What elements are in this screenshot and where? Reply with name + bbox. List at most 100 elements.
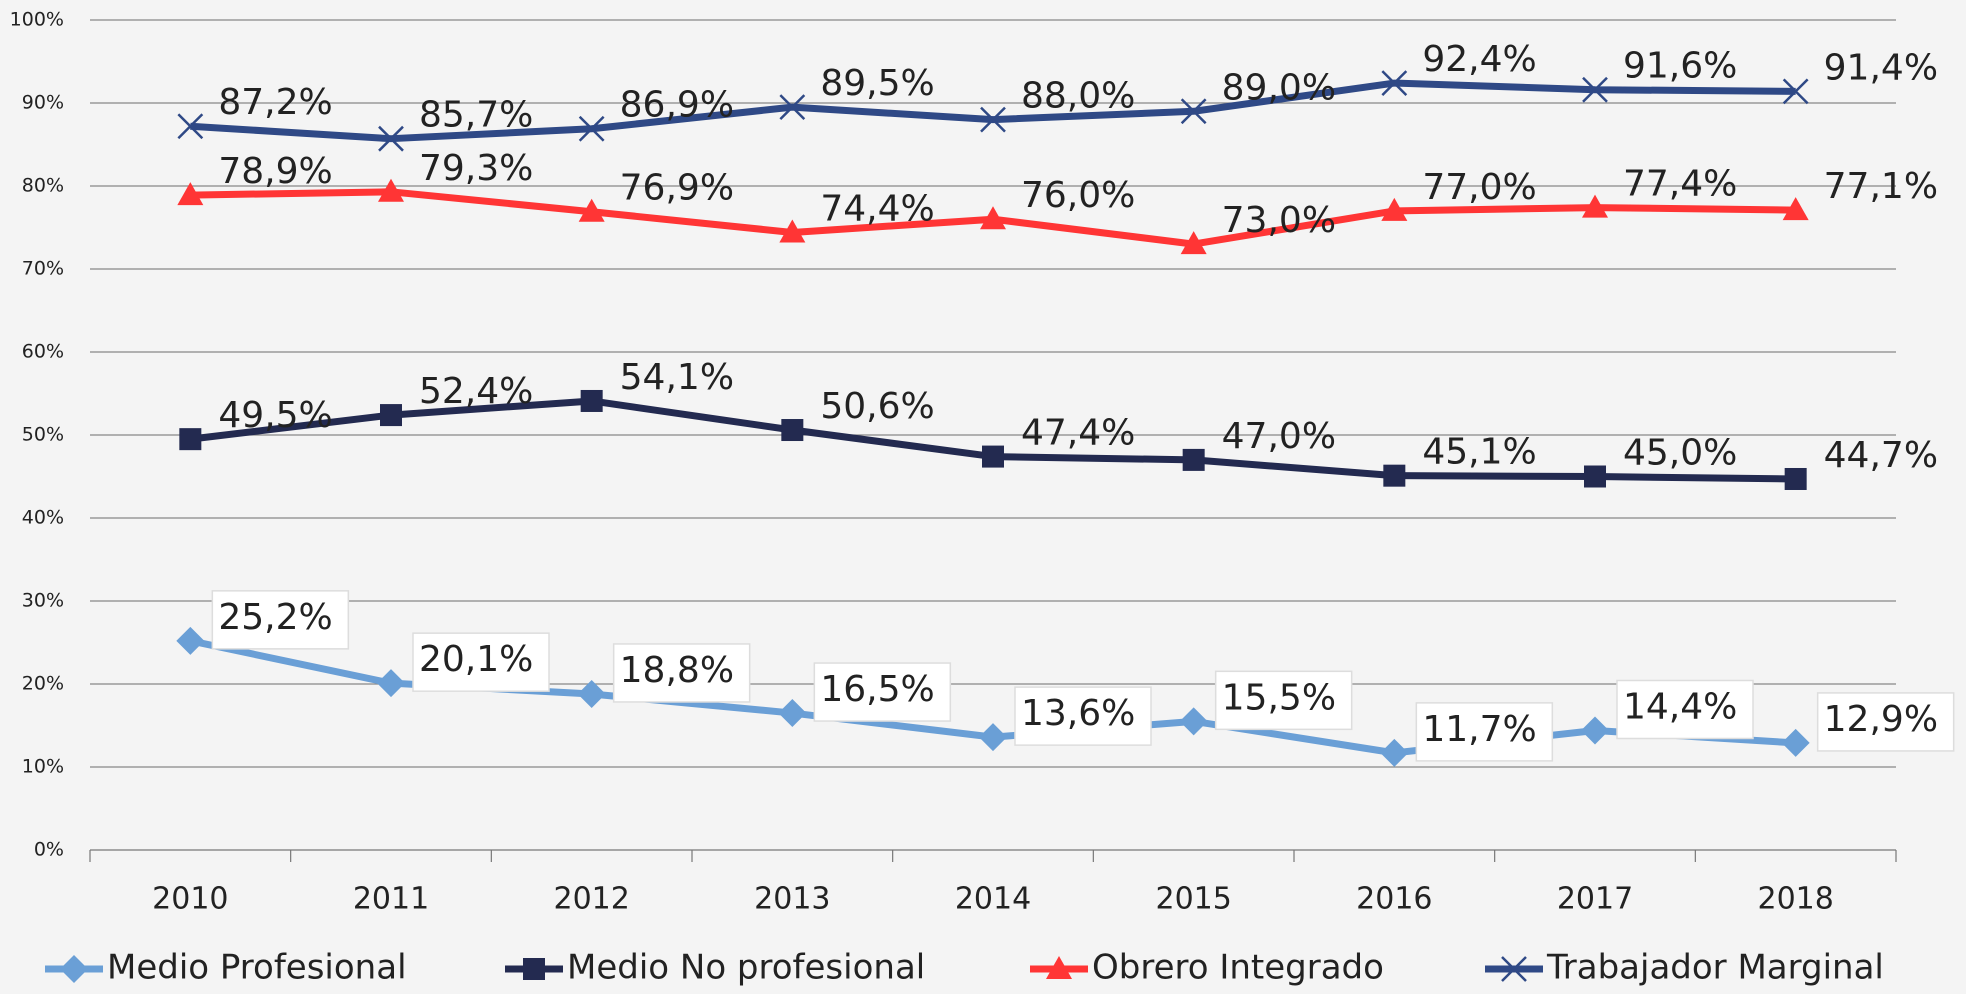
data-label: 50,6%	[820, 386, 934, 427]
data-label-box	[813, 662, 952, 722]
data-label: 77,4%	[1623, 164, 1737, 205]
data-label-box	[1816, 692, 1955, 752]
data-label: 54,1%	[620, 357, 734, 398]
legend-item: Trabajador Marginal	[1485, 948, 1884, 988]
data-label: 11,7%	[1422, 709, 1536, 750]
marker	[781, 419, 804, 442]
marker	[1781, 728, 1810, 757]
data-label-box	[1415, 702, 1554, 762]
marker	[1782, 78, 1809, 105]
data-label: 86,9%	[620, 85, 734, 126]
data-label: 76,9%	[620, 168, 734, 209]
data-label: 16,5%	[820, 669, 934, 710]
legend-item: Obrero Integrado	[1030, 948, 1384, 988]
marker	[1182, 448, 1205, 471]
marker	[378, 178, 404, 202]
legend-item: Medio Profesional	[45, 948, 407, 988]
marker	[1381, 70, 1408, 96]
data-label: 13,6%	[1021, 693, 1135, 734]
marker	[580, 389, 603, 412]
data-label: 89,0%	[1222, 67, 1336, 108]
data-label-box	[412, 632, 550, 692]
x-tick-label: 2014	[955, 882, 1031, 917]
marker	[177, 182, 204, 206]
legend-item: Medio No profesional	[505, 948, 925, 988]
data-label: 15,5%	[1222, 677, 1336, 718]
y-tick-label: 40%	[22, 507, 64, 529]
marker	[179, 428, 202, 451]
data-label: 88,0%	[1021, 76, 1135, 117]
marker	[1501, 956, 1527, 982]
data-label: 74,4%	[820, 188, 934, 229]
data-label: 52,4%	[419, 371, 533, 412]
y-tick-label: 50%	[22, 424, 64, 446]
legend-label: Medio No profesional	[567, 948, 925, 988]
legend-label: Trabajador Marginal	[1546, 948, 1884, 988]
y-tick-label: 20%	[22, 673, 64, 695]
marker	[176, 626, 205, 655]
marker	[578, 198, 605, 222]
data-label: 77,0%	[1422, 167, 1536, 208]
marker	[1381, 197, 1408, 221]
data-label: 44,7%	[1824, 435, 1938, 476]
data-label: 87,2%	[218, 82, 332, 123]
data-label: 76,0%	[1021, 175, 1135, 216]
marker	[1784, 467, 1807, 490]
marker	[1180, 231, 1207, 255]
x-tick-label: 2013	[754, 882, 830, 917]
data-label: 47,4%	[1021, 413, 1135, 454]
marker	[1180, 98, 1207, 125]
data-label: 91,6%	[1623, 46, 1737, 87]
data-label: 14,4%	[1623, 686, 1737, 727]
marker	[1582, 76, 1608, 103]
marker	[380, 404, 402, 427]
data-label: 77,1%	[1824, 166, 1938, 207]
x-tick-label: 2015	[1155, 882, 1231, 917]
marker	[779, 219, 806, 243]
data-label: 78,9%	[218, 151, 332, 192]
marker	[980, 106, 1006, 133]
y-tick-label: 90%	[22, 92, 64, 114]
marker	[980, 206, 1006, 230]
data-label: 89,5%	[820, 63, 934, 104]
y-tick-label: 10%	[22, 756, 64, 778]
data-label: 79,3%	[419, 148, 533, 189]
data-label-box	[211, 590, 350, 650]
data-label: 91,4%	[1824, 47, 1938, 88]
marker	[1782, 197, 1809, 221]
marker	[778, 699, 807, 728]
data-label: 18,8%	[620, 650, 734, 691]
marker	[1179, 707, 1208, 736]
data-label: 20,1%	[419, 639, 533, 680]
marker	[1383, 464, 1406, 487]
marker	[982, 445, 1004, 468]
marker	[1582, 194, 1608, 218]
data-label-box	[1014, 686, 1152, 746]
marker	[177, 113, 204, 140]
marker	[577, 679, 606, 708]
marker	[1380, 738, 1409, 767]
data-label: 73,0%	[1222, 200, 1336, 241]
data-label-box	[1214, 670, 1353, 731]
data-label: 25,2%	[218, 597, 332, 638]
x-tick-label: 2010	[152, 882, 228, 917]
y-tick-label: 60%	[22, 341, 64, 363]
legend-label: Obrero Integrado	[1092, 948, 1384, 988]
data-label-box	[1616, 679, 1754, 740]
marker	[378, 125, 404, 152]
data-label: 49,5%	[218, 395, 332, 436]
data-label: 85,7%	[419, 95, 533, 136]
marker	[1584, 465, 1606, 488]
marker	[60, 955, 88, 983]
y-tick-label: 80%	[22, 175, 64, 197]
x-tick-label: 2016	[1356, 882, 1432, 917]
data-label: 47,0%	[1222, 416, 1336, 457]
x-tick-label: 2017	[1557, 882, 1633, 917]
marker	[523, 958, 545, 980]
y-tick-label: 70%	[22, 258, 64, 280]
x-tick-label: 2012	[553, 882, 629, 917]
legend-label: Medio Profesional	[107, 948, 407, 988]
data-label: 12,9%	[1824, 699, 1938, 740]
